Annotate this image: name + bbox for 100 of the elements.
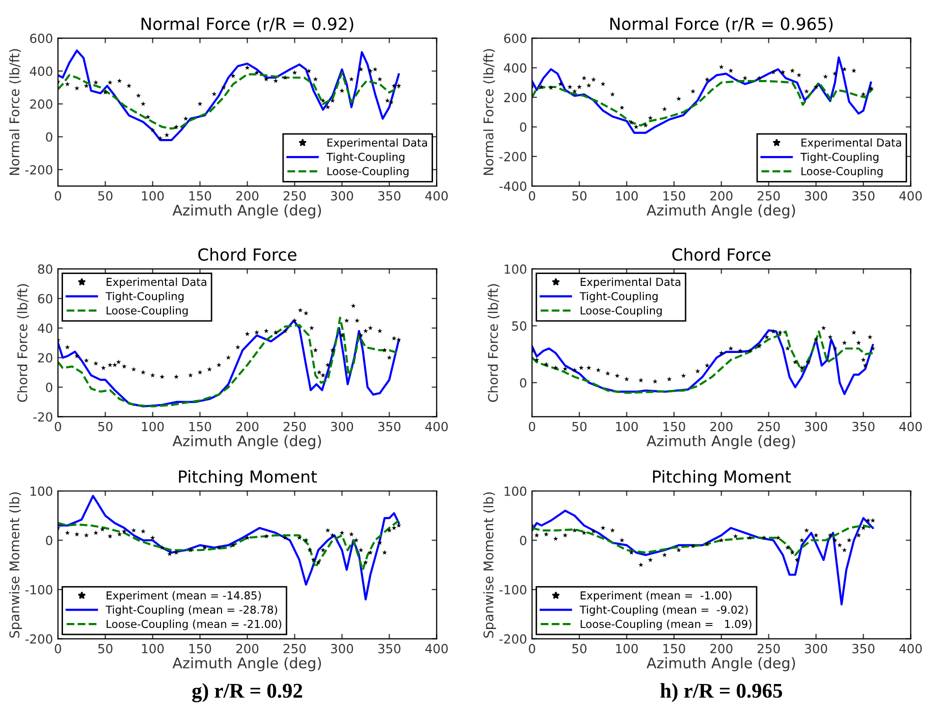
y-tick-label: 20 (38, 353, 52, 363)
x-tick-label: 250 (758, 191, 780, 201)
point (306, 68, 312, 74)
point (354, 538, 359, 542)
point (102, 90, 108, 95)
point (122, 528, 127, 534)
y-tick-label: 0 (46, 132, 52, 142)
x-tick-label: 0 (54, 422, 62, 432)
point (870, 346, 876, 351)
x-tick-label: 50 (98, 191, 112, 201)
point (544, 362, 549, 367)
point (325, 528, 330, 533)
chart-title: Normal Force (r/R = 0.965) (610, 17, 833, 32)
point (851, 330, 856, 335)
point (386, 355, 392, 360)
point (652, 378, 658, 384)
y-axis-title: Chord Force (lb/ft) (488, 284, 500, 402)
point (354, 318, 360, 323)
point (392, 525, 397, 530)
point (325, 104, 330, 110)
point (648, 557, 653, 562)
point (600, 81, 606, 86)
point (84, 532, 89, 538)
point (860, 357, 866, 362)
x-tick-label: 150 (663, 422, 686, 432)
point (116, 359, 122, 364)
point (780, 70, 786, 74)
point (862, 362, 868, 368)
y-axis-title: Normal Force (lb/ft) (483, 49, 496, 175)
point (307, 548, 312, 552)
point (770, 70, 776, 74)
x-tick-label: 150 (189, 644, 212, 654)
legend-label: Loose-Coupling (mean = -21.00) (106, 620, 282, 630)
chart-title: Normal Force (r/R = 0.92) (142, 17, 354, 32)
point (681, 373, 686, 378)
point (638, 378, 644, 382)
point (244, 331, 250, 336)
point (264, 76, 269, 82)
point (761, 535, 766, 540)
point (634, 124, 639, 129)
x-tick-label: 100 (616, 422, 638, 432)
line-series (532, 510, 874, 606)
point (282, 535, 288, 540)
point (244, 65, 250, 70)
point (212, 91, 217, 96)
point (534, 357, 540, 362)
point (534, 532, 540, 538)
point (126, 83, 132, 88)
point (794, 557, 800, 562)
point (100, 365, 106, 370)
point (244, 535, 250, 540)
y-tick-label: -400 (499, 181, 526, 191)
legend-label: Experimental Data (802, 138, 902, 149)
line-series (58, 494, 400, 600)
x-tick-label: 50 (572, 644, 586, 654)
y-tick-label: -200 (499, 634, 526, 644)
point (806, 360, 811, 364)
x-tick-label: 350 (378, 191, 400, 201)
text: h) r/R = 0.965 (660, 683, 782, 702)
point (320, 548, 326, 552)
legend-label: Experiment (mean = -14.85) (106, 591, 261, 602)
point (610, 92, 615, 96)
point (610, 528, 615, 533)
point (582, 76, 587, 80)
x-tick-label: 0 (528, 422, 536, 432)
point (676, 96, 682, 101)
point (316, 560, 321, 565)
legend-label: Tight-Coupling (800, 152, 878, 164)
point (254, 70, 260, 75)
point (340, 88, 344, 93)
point (704, 542, 710, 546)
point (150, 372, 156, 378)
point (728, 346, 734, 351)
point (160, 545, 165, 550)
x-tick-label: 300 (805, 422, 828, 432)
x-tick-label: 150 (189, 422, 212, 432)
point (372, 66, 378, 72)
point (837, 542, 842, 548)
point (804, 528, 810, 533)
point (785, 545, 790, 550)
y-tick-label: -200 (25, 634, 52, 644)
point (662, 552, 668, 558)
point (167, 551, 172, 556)
point (605, 370, 610, 376)
x-tick-label: 0 (528, 191, 536, 201)
legend-label: Loose-Coupling (580, 306, 662, 317)
point (325, 362, 330, 368)
x-tick-label: 250 (284, 191, 306, 201)
point (358, 332, 364, 338)
x-tick-label: 250 (284, 422, 306, 432)
x-tick-label: 200 (236, 644, 258, 654)
x-tick-label: 0 (528, 644, 536, 654)
point (790, 68, 795, 73)
point (304, 538, 308, 542)
point (776, 535, 781, 540)
point (382, 550, 388, 555)
point (572, 528, 578, 533)
y-tick-label: 600 (30, 34, 52, 44)
x-tick-label: 400 (899, 191, 922, 201)
legend-label: Experiment (mean = -1.00) (580, 591, 732, 602)
